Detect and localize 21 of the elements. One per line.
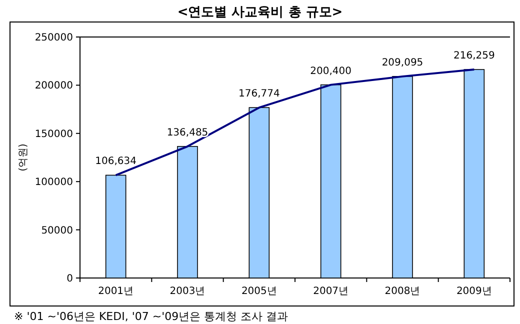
data-label: 200,400 [310,66,352,77]
y-tick-label: 250000 [34,32,73,44]
x-tick-label: 2008년 [384,286,420,297]
x-tick-label: 2005년 [241,286,277,297]
chart-title: <연도별 사교육비 총 규모> [177,5,343,20]
data-label: 136,485 [166,127,208,138]
data-label: 106,634 [95,156,137,168]
y-tick-label: 50000 [41,225,73,236]
x-tick-label: 2009년 [456,286,492,297]
text: ※ '01 ~'06년은 KEDI, '07 ~'09년은 통계청 조사 결과 [14,310,288,323]
data-label: 176,774 [238,88,280,100]
y-axis-title: (억원) [18,144,29,172]
y-tick-label: 200000 [34,80,73,92]
data-label: 216,259 [453,50,495,62]
y-tick-label: 0 [66,274,73,284]
x-tick-label: 2003년 [170,286,206,297]
x-tick-label: 2007년 [313,286,349,297]
y-tick-label: 150000 [34,128,73,140]
data-label: 209,095 [382,57,424,68]
x-tick-label: 2001년 [98,286,134,297]
y-tick-label: 100000 [34,177,73,188]
